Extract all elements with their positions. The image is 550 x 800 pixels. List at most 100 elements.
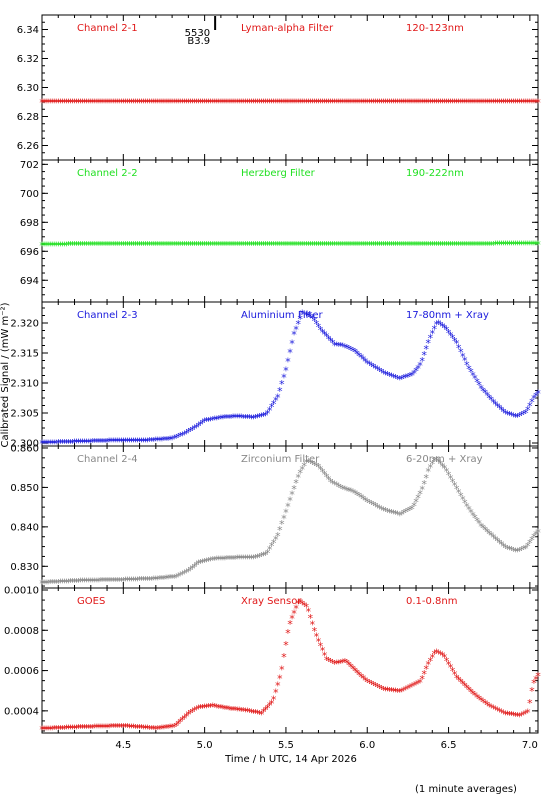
data-point: * [92, 722, 99, 735]
data-point: * [441, 322, 448, 335]
data-point: * [153, 723, 160, 736]
data-point: * [516, 710, 523, 723]
data-point: * [370, 239, 377, 252]
data-point: * [447, 329, 454, 342]
data-point: * [122, 239, 129, 252]
data-point: * [51, 97, 58, 110]
y-tick-label: 2.300 [10, 439, 39, 450]
data-point: * [222, 703, 229, 716]
data-point: * [525, 540, 532, 553]
data-point: * [59, 239, 66, 252]
data-point: * [283, 365, 290, 378]
data-point: * [382, 684, 389, 697]
data-point: * [77, 239, 84, 252]
data-point: * [81, 722, 88, 735]
data-point: * [146, 435, 153, 448]
data-point: * [266, 404, 273, 417]
data-point: * [398, 373, 405, 386]
data-point: * [128, 574, 135, 587]
data-point: * [175, 718, 182, 731]
data-point: * [303, 309, 310, 322]
data-point: * [272, 686, 279, 699]
data-point: * [228, 239, 235, 252]
data-point: * [295, 239, 302, 252]
channel-label: Channel 2-4 [77, 454, 138, 465]
data-point: * [283, 506, 290, 519]
panel-4: 0.830 0.840 0.850 0.860 Channel 2-4 Zirconium… [10, 443, 541, 590]
data-point: * [216, 554, 223, 567]
data-point: * [191, 705, 198, 718]
data-point: * [449, 665, 456, 678]
data-point: * [220, 702, 227, 715]
y-tick-label: 696 [20, 247, 39, 258]
data-point: * [63, 437, 70, 450]
data-point: * [199, 239, 206, 252]
data-point: * [496, 705, 503, 718]
data-point: * [106, 721, 113, 734]
data-point: * [98, 436, 105, 449]
data-point: * [443, 465, 450, 478]
data-point: * [244, 239, 251, 252]
x-tick-label: 4.5 [115, 740, 131, 751]
data-point: * [468, 366, 475, 379]
data-point: * [185, 239, 192, 252]
data-point: * [417, 488, 424, 501]
data-point: * [405, 682, 412, 695]
data-point: * [311, 625, 318, 638]
data-point: * [150, 574, 157, 587]
data-point: * [374, 97, 381, 110]
data-point: * [437, 648, 444, 661]
data-point: * [307, 97, 314, 110]
data-point: * [163, 97, 170, 110]
data-point: * [315, 321, 322, 334]
data-point: * [94, 97, 101, 110]
data-point: * [67, 239, 74, 252]
data-point: * [134, 239, 141, 252]
data-point: * [329, 657, 336, 670]
data-point: * [85, 97, 92, 110]
data-point: * [305, 239, 312, 252]
data-point: * [356, 669, 363, 682]
data-point: * [512, 239, 519, 252]
data-point: * [244, 553, 251, 566]
data-point: * [159, 239, 166, 252]
data-point: * [437, 458, 444, 471]
data-point: * [252, 239, 259, 252]
data-point: * [175, 97, 182, 110]
data-point: * [165, 239, 172, 252]
data-point: * [301, 97, 308, 110]
data-point: * [360, 97, 367, 110]
data-point: * [437, 97, 444, 110]
data-point: * [203, 556, 210, 569]
data-point: * [348, 486, 355, 499]
data-point: * [124, 97, 131, 110]
data-point: * [390, 371, 397, 384]
data-point: * [356, 97, 363, 110]
data-point: * [516, 545, 523, 558]
data-point: * [356, 490, 363, 503]
data-point: * [380, 239, 387, 252]
data-point: * [480, 696, 487, 709]
data-point: * [443, 655, 450, 668]
data-point: * [522, 407, 529, 420]
y-tick-label: 0.850 [10, 483, 39, 494]
data-point: * [214, 413, 221, 426]
data-point: * [98, 722, 105, 735]
data-point: * [191, 423, 198, 436]
data-point: * [321, 97, 328, 110]
data-point: * [100, 239, 107, 252]
data-point: * [295, 97, 302, 110]
data-point: * [510, 97, 517, 110]
data-point: * [309, 312, 316, 325]
data-point: * [238, 97, 245, 110]
data-point: * [163, 722, 170, 735]
data-point: * [258, 708, 265, 721]
data-point: * [61, 437, 68, 450]
data-point: * [512, 710, 519, 723]
data-point: * [260, 97, 267, 110]
data-point: * [527, 239, 534, 252]
data-point: * [366, 239, 373, 252]
data-point: * [514, 97, 521, 110]
data-point: * [116, 239, 123, 252]
data-point: * [209, 414, 216, 427]
